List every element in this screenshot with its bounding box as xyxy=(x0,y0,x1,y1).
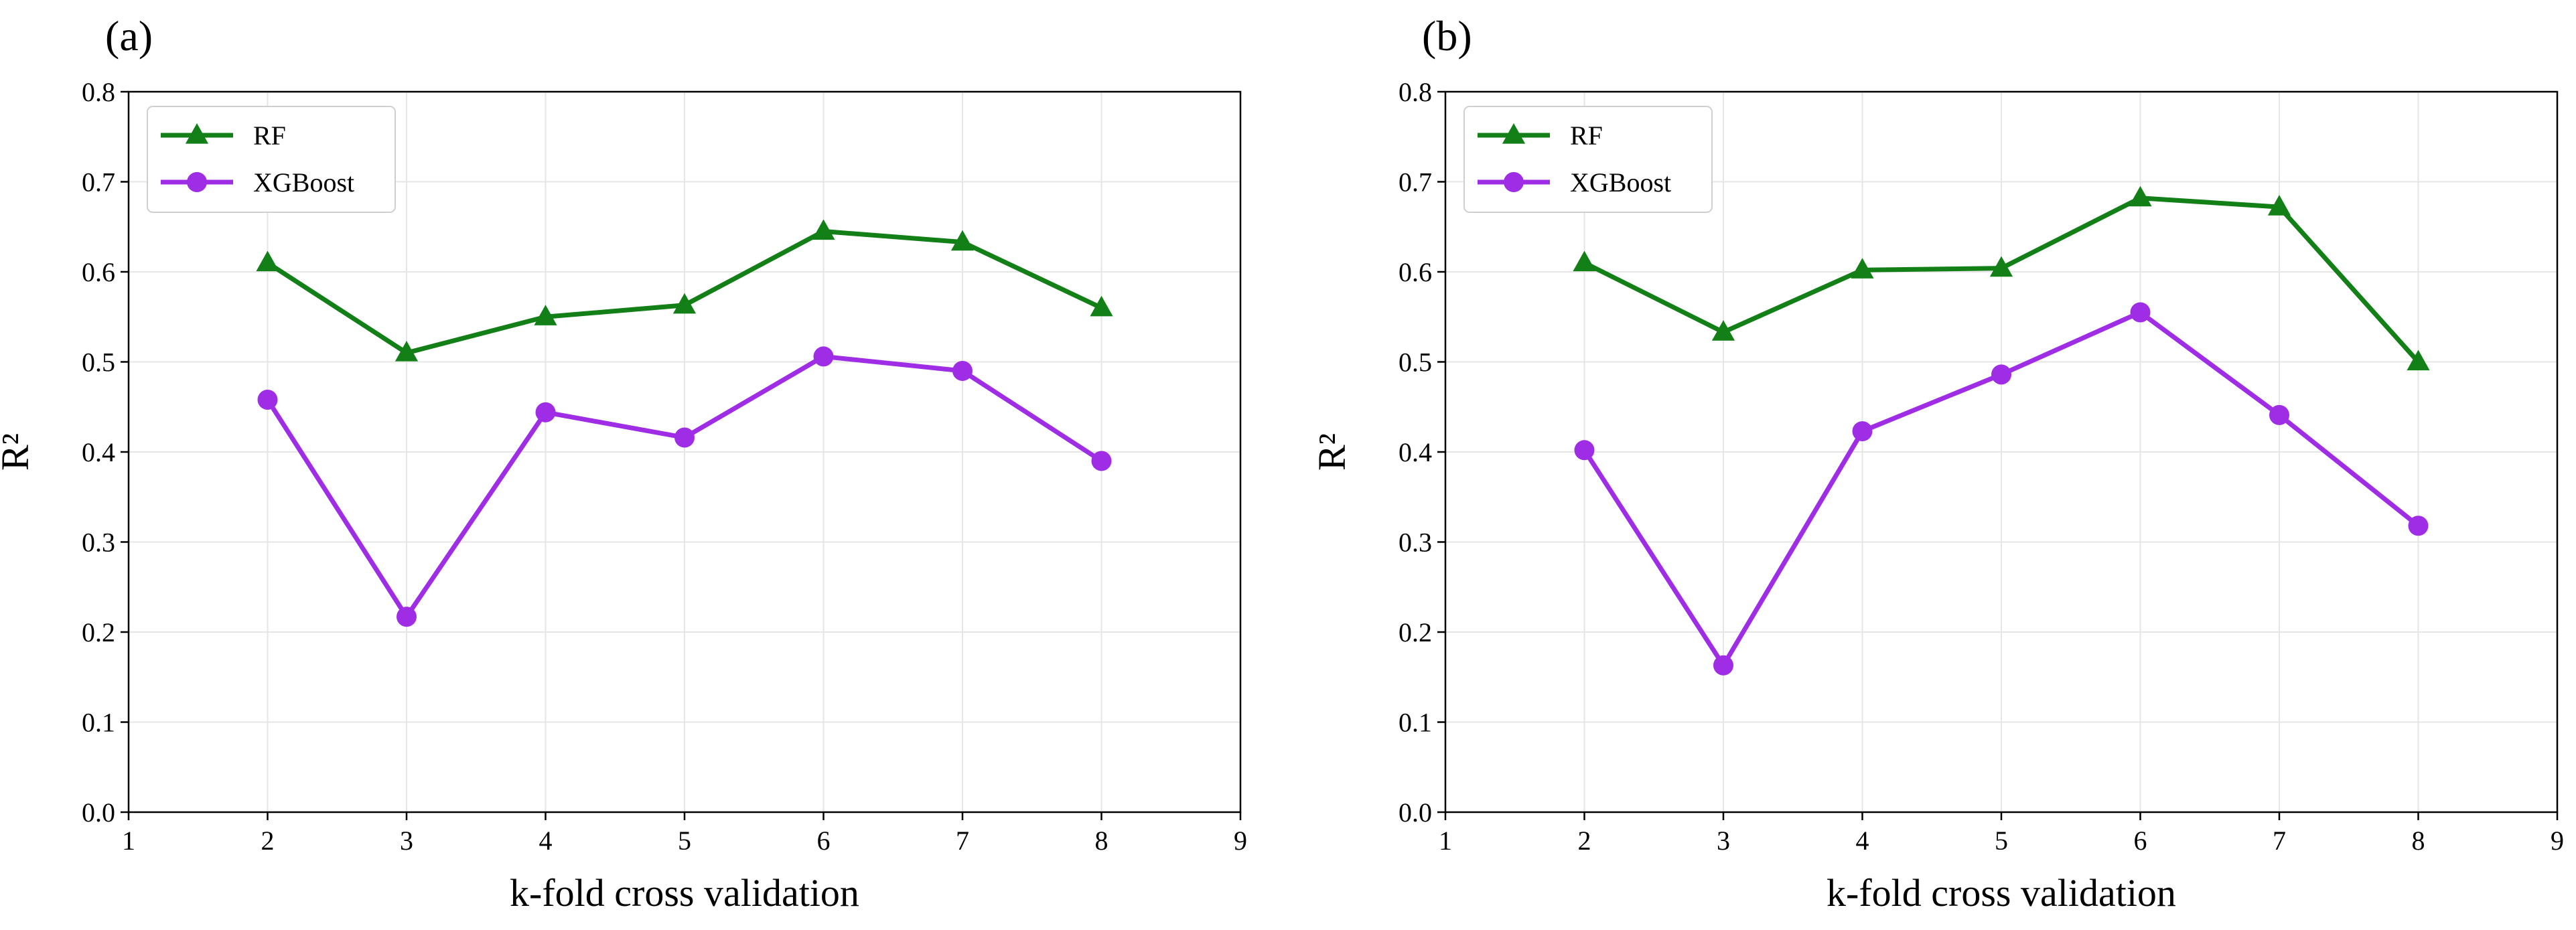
x-tick-label: 2 xyxy=(1578,826,1591,856)
data-point xyxy=(2408,516,2429,536)
data-point xyxy=(1713,655,1733,676)
x-tick-label: 4 xyxy=(539,826,553,856)
x-tick-label: 7 xyxy=(2273,826,2286,856)
data-point xyxy=(2129,185,2152,207)
legend-label: XGBoost xyxy=(253,167,354,198)
y-tick-label: 0.2 xyxy=(82,617,115,647)
x-tick-label: 1 xyxy=(122,826,135,856)
y-tick-label: 0.7 xyxy=(82,167,115,198)
x-tick-label: 4 xyxy=(1856,826,1869,856)
data-point xyxy=(672,293,697,314)
data-point xyxy=(950,230,975,251)
series-xgboost xyxy=(257,346,1112,627)
y-tick-label: 0.3 xyxy=(1399,528,1432,558)
x-tick-label: 3 xyxy=(400,826,413,856)
x-tick-label: 9 xyxy=(1234,826,1247,856)
y-tick-label: 0.5 xyxy=(82,347,115,378)
data-point xyxy=(2267,195,2291,216)
data-point xyxy=(534,305,557,325)
y-tick-label: 0.6 xyxy=(82,257,115,287)
y-axis-title: R² xyxy=(0,433,37,471)
x-axis-title: k-fold cross validation xyxy=(1827,871,2176,915)
y-tick-label: 0.4 xyxy=(1399,437,1432,467)
legend-marker xyxy=(1504,172,1524,192)
data-point xyxy=(1573,250,1596,272)
series-xgboost xyxy=(1574,302,2429,676)
data-point xyxy=(1091,451,1112,471)
series-rf xyxy=(256,219,1113,362)
x-tick-label: 5 xyxy=(1995,826,2008,856)
y-tick-label: 0.2 xyxy=(1399,617,1432,647)
y-tick-label: 0.8 xyxy=(1399,77,1432,107)
y-tick-label: 0.0 xyxy=(1399,797,1432,828)
data-point xyxy=(1090,295,1113,317)
data-point xyxy=(812,219,835,240)
series-rf xyxy=(1573,185,2430,371)
legend-marker xyxy=(187,172,207,192)
data-point xyxy=(2269,404,2289,425)
y-tick-label: 0.7 xyxy=(1399,167,1432,198)
data-point xyxy=(256,250,279,272)
x-tick-label: 6 xyxy=(817,826,831,856)
panel-label: (a) xyxy=(105,12,153,60)
x-tick-label: 3 xyxy=(1717,826,1730,856)
y-axis-title: R² xyxy=(1310,433,1354,471)
data-point xyxy=(1574,440,1595,461)
y-tick-label: 0.6 xyxy=(1399,257,1432,287)
x-tick-label: 9 xyxy=(2551,826,2564,856)
legend: RF XGBoost xyxy=(147,106,396,213)
y-tick-label: 0.0 xyxy=(82,797,115,828)
x-tick-label: 2 xyxy=(261,826,275,856)
data-point xyxy=(397,607,417,627)
data-point xyxy=(2130,302,2151,323)
data-point xyxy=(1711,320,1735,341)
legend-marker xyxy=(1502,123,1526,144)
y-tick-label: 0.5 xyxy=(1399,347,1432,378)
x-tick-label: 8 xyxy=(1095,826,1108,856)
x-tick-label: 6 xyxy=(2134,826,2147,856)
legend-label: XGBoost xyxy=(1570,167,1671,198)
legend-label: RF xyxy=(1570,121,1603,151)
y-tick-label: 0.8 xyxy=(82,77,115,107)
legend-label: RF xyxy=(253,121,286,151)
x-tick-label: 7 xyxy=(956,826,969,856)
chart-panel-a: 1 2 3 4 5 6 7 8 9 0.0 0.1 0.2 0.3 0.4 0.5 0.6 0.7 0.8 k-fo… xyxy=(0,12,1247,915)
chart-panel-b: 1 2 3 4 5 6 7 8 9 0.0 0.1 0.2 0.3 0.4 0.5 0.6 0.7 0.8 k-fo… xyxy=(1310,12,2564,915)
data-point xyxy=(813,346,834,367)
y-tick-label: 0.1 xyxy=(82,708,115,738)
panel-label: (b) xyxy=(1422,12,1472,60)
legend-marker xyxy=(185,123,209,144)
data-point xyxy=(674,427,695,448)
data-point xyxy=(257,389,278,410)
x-tick-label: 8 xyxy=(2412,826,2425,856)
data-point xyxy=(1852,421,1873,442)
data-point xyxy=(395,341,419,362)
data-point xyxy=(1989,256,2013,277)
data-point xyxy=(1851,258,1874,279)
y-tick-label: 0.1 xyxy=(1399,708,1432,738)
y-tick-label: 0.3 xyxy=(82,528,115,558)
data-point xyxy=(952,360,973,381)
x-tick-label: 1 xyxy=(1439,826,1452,856)
data-point xyxy=(2407,350,2430,371)
x-tick-label: 5 xyxy=(678,826,691,856)
data-point xyxy=(1991,364,2011,385)
x-axis-title: k-fold cross validation xyxy=(510,871,859,915)
legend: RF XGBoost xyxy=(1463,106,1713,213)
y-tick-label: 0.4 xyxy=(82,437,115,467)
data-point xyxy=(535,402,556,422)
